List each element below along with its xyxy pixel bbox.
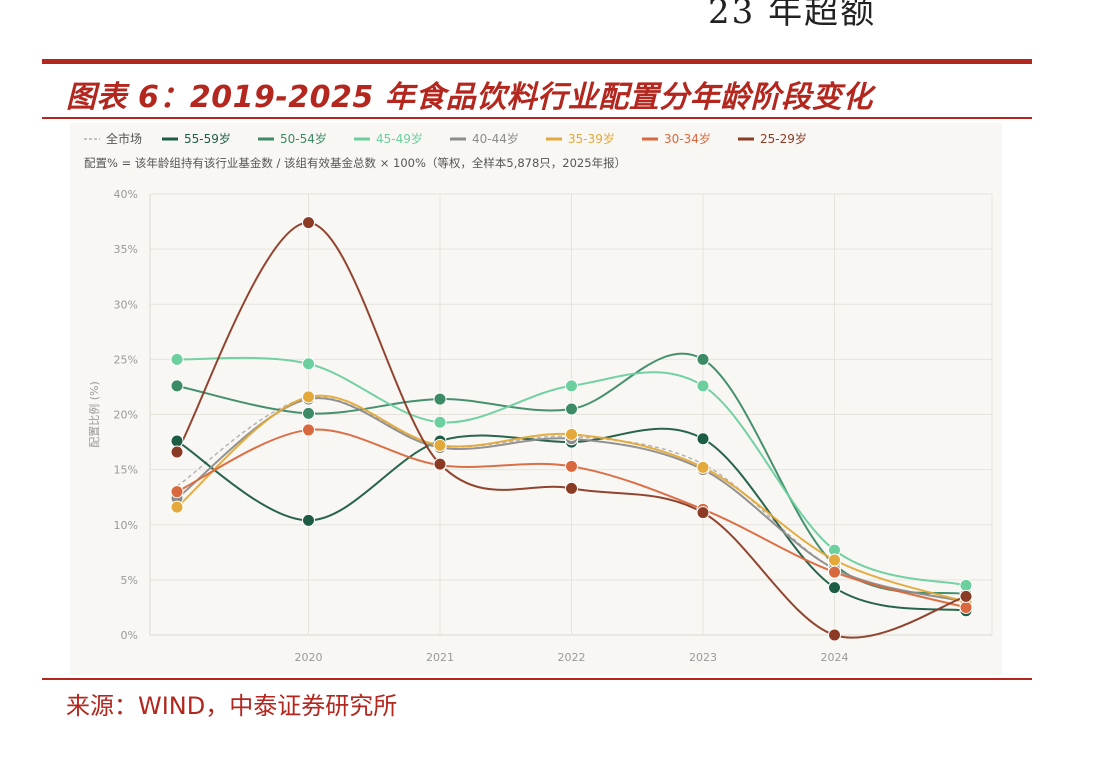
y-tick-label: 20%: [114, 409, 138, 422]
data-point: [433, 415, 447, 429]
legend-label: 50-54岁: [280, 131, 327, 146]
data-point: [828, 553, 841, 567]
data-point: [828, 628, 841, 642]
x-tick-label: 2024: [821, 651, 849, 664]
data-point: [565, 427, 578, 441]
data-point: [696, 352, 710, 366]
y-tick-label: 40%: [114, 188, 138, 201]
data-point: [302, 513, 315, 527]
y-axis-label: 配置比例 (%): [87, 381, 101, 448]
chart-panel: 0% 5% 10% 15% 20% 25% 30% 35% 40% 2020 2021 2022 202…: [70, 123, 1002, 675]
data-point: [696, 460, 710, 474]
title-rule-bottom: [42, 117, 1032, 119]
figure-title: 图表 6：2019-2025 年食品饮料行业配置分年龄阶段变化: [66, 80, 873, 115]
y-tick-label: 30%: [114, 298, 138, 311]
chart-note: 配置% = 该年龄组持有该行业基金数 / 该组有效基金总数 × 100%（等权，…: [84, 156, 626, 170]
series-line-25-29岁: [176, 221, 967, 639]
data-point: [302, 423, 315, 437]
x-tick-label: 2022: [558, 651, 586, 664]
previous-page-fragment: 23 年超额: [708, 0, 877, 32]
legend-label: 55-59岁: [184, 131, 231, 146]
y-tick-label: 25%: [114, 353, 138, 366]
data-point: [959, 578, 973, 592]
data-point: [433, 438, 447, 452]
y-tick-label: 15%: [114, 464, 138, 477]
legend-label: 25-29岁: [760, 131, 807, 146]
source-rule: [42, 678, 1032, 680]
data-point: [565, 459, 578, 473]
source-note: 来源：WIND，中泰证券研究所: [66, 692, 398, 720]
data-point: [565, 402, 578, 416]
data-point: [302, 357, 315, 371]
data-point: [170, 445, 184, 459]
data-point: [302, 406, 315, 420]
x-tick-label: 2021: [426, 651, 454, 664]
data-point: [170, 485, 184, 499]
data-point: [959, 600, 973, 614]
data-point: [959, 589, 973, 603]
data-point: [828, 581, 841, 595]
line-chart: 0% 5% 10% 15% 20% 25% 30% 35% 40% 2020 2021 2022 202…: [84, 131, 993, 664]
data-point: [828, 565, 841, 579]
legend-label: 全市场: [106, 131, 142, 146]
x-tick-label: 2020: [295, 651, 323, 664]
legend-label: 35-39岁: [568, 131, 615, 146]
data-point: [170, 352, 184, 366]
legend-label: 40-44岁: [472, 131, 519, 146]
x-tick-label: 2023: [689, 651, 717, 664]
data-point: [433, 457, 447, 471]
data-point: [696, 506, 710, 520]
title-rule-top: [42, 59, 1032, 64]
y-tick-label: 10%: [114, 519, 138, 532]
data-point: [170, 434, 184, 448]
data-point: [433, 392, 447, 406]
y-tick-label: 0%: [121, 629, 138, 642]
data-point: [170, 379, 184, 393]
data-point: [170, 500, 184, 514]
data-point: [696, 379, 710, 393]
legend-label: 30-34岁: [664, 131, 711, 146]
y-tick-label: 35%: [114, 243, 138, 256]
data-point: [302, 390, 315, 404]
legend-label: 45-49岁: [376, 131, 423, 146]
data-point: [565, 379, 578, 393]
data-point: [696, 432, 710, 446]
data-point: [302, 216, 315, 230]
data-point: [565, 481, 578, 495]
y-tick-label: 5%: [121, 574, 138, 587]
